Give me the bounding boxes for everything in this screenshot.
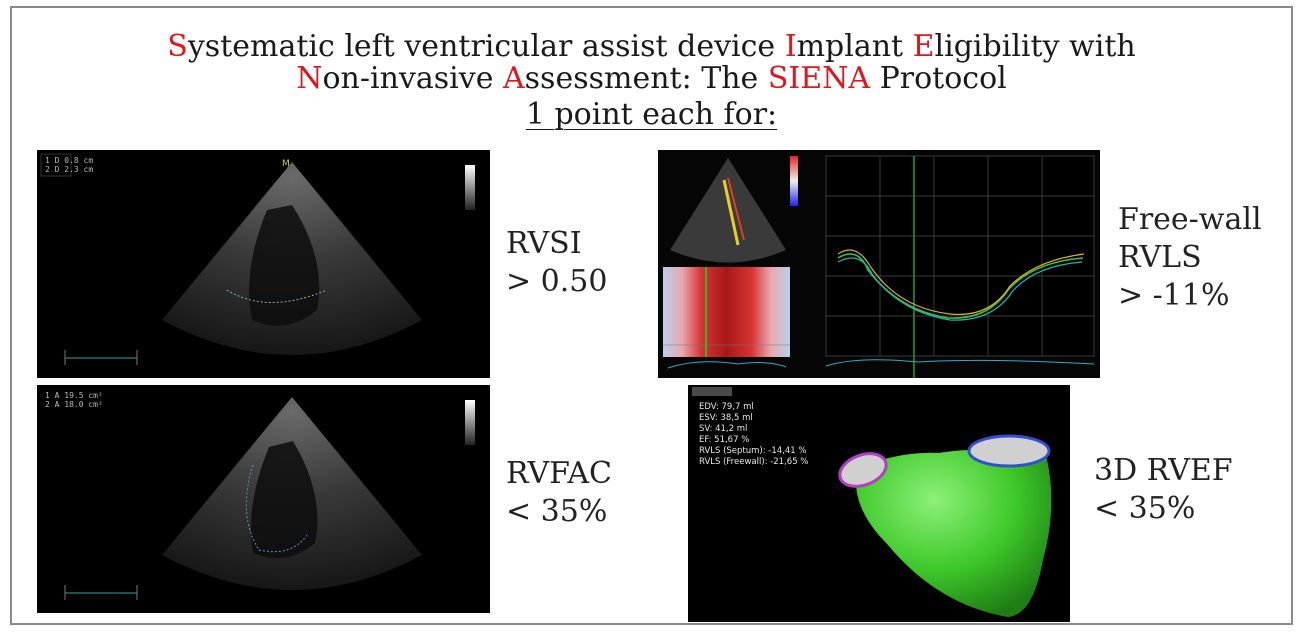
line1-segment-3: mplant (796, 29, 913, 64)
figure-frame (10, 6, 1293, 625)
stat-sv: SV: 41,2 ml (699, 424, 748, 434)
echo-image-rvsi: 1 D 0.8 cm 2 D 2.3 cm M (37, 150, 490, 378)
stat-rvls-septum: RVLS (Septum): -14,41 % (699, 446, 807, 456)
stat-edv: EDV: 79,7 ml (699, 402, 754, 412)
line1-segment-4: E (912, 29, 935, 64)
line2-segment-1: on-invasive (322, 61, 503, 96)
criterion-rvsi-name: RVSI (506, 226, 582, 261)
criterion-rvfac-name: RVFAC (506, 456, 613, 491)
svg-text:2 A 18.0 cm²: 2 A 18.0 cm² (45, 400, 103, 409)
line1-segment-2: I (784, 29, 797, 64)
line1-segment-0: S (167, 29, 188, 64)
criterion-rvef: 3D RVEF < 35% (1094, 452, 1233, 528)
rv-3d-model-image (688, 385, 1070, 622)
line2-segment-5: Protocol (870, 61, 1007, 96)
title-line-3: 1 point each for: (525, 97, 778, 132)
line1-segment-1: ystematic left ventricular assist device (187, 29, 785, 64)
svg-text:1 D 0.8 cm: 1 D 0.8 cm (45, 156, 93, 165)
line2-segment-3: ssessment: The (524, 61, 768, 96)
line2-segment-4: SIENA (767, 61, 871, 96)
stat-ef: EF: 51,67 % (699, 435, 750, 445)
svg-text:M: M (282, 159, 290, 169)
title-line-1: Systematic left ventricular assist devic… (0, 30, 1303, 64)
criterion-rvef-threshold: < 35% (1094, 491, 1196, 526)
criterion-rvsi-threshold: > 0.50 (506, 264, 608, 299)
line1-segment-5: ligibility with (934, 29, 1136, 64)
strain-image-rvls (658, 150, 1100, 378)
svg-text:1 A 19.5 cm²: 1 A 19.5 cm² (45, 391, 103, 400)
criterion-rvls-threshold: > -11% (1118, 278, 1230, 313)
criterion-rvfac: RVFAC < 35% (506, 455, 612, 531)
svg-text:2 D 2.3 cm: 2 D 2.3 cm (45, 165, 93, 174)
line2-segment-0: N (296, 61, 323, 96)
stat-esv: ESV: 38,5 ml (699, 413, 753, 423)
criterion-rvls-name-1: Free-wall (1118, 202, 1262, 237)
rvef-stats-block: EDV: 79,7 ml ESV: 38,5 ml SV: 41,2 ml EF… (699, 402, 808, 468)
echo-image-rvfac: 1 A 19.5 cm² 2 A 18.0 cm² (37, 385, 490, 613)
stat-rvls-freewall: RVLS (Freewall): -21,65 % (699, 457, 809, 467)
criterion-rvls-name-2: RVLS (1118, 240, 1202, 275)
criterion-rvef-name: 3D RVEF (1094, 453, 1233, 488)
criterion-rvsi: RVSI > 0.50 (506, 225, 607, 301)
line2-segment-2: A (502, 61, 525, 96)
criterion-rvls: Free-wall RVLS > -11% (1118, 201, 1262, 315)
title-line-2: Non-invasive Assessment: The SIENA Proto… (0, 62, 1303, 96)
criterion-rvfac-threshold: < 35% (506, 494, 608, 529)
